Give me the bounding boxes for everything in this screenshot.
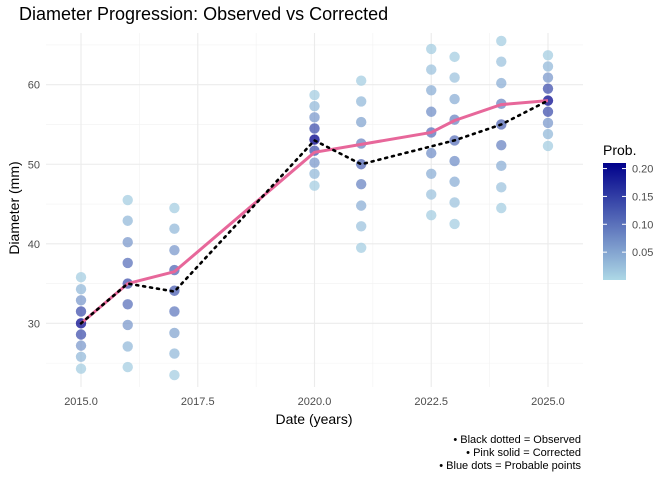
probable-point: [426, 147, 437, 159]
probable-point: [122, 341, 133, 352]
probable-point: [169, 369, 180, 381]
observed-line: [79, 99, 550, 325]
probable-point: [426, 189, 437, 200]
probable-point: [169, 348, 180, 359]
x-tick-label: 2025.0: [531, 396, 565, 408]
probable-point: [426, 43, 437, 55]
probable-point: [75, 329, 87, 340]
y-tick-label: 40: [28, 239, 40, 251]
probable-point: [122, 194, 133, 206]
probable-point: [75, 363, 87, 374]
probable-points: [75, 35, 554, 381]
legend-tick-label: 0.05: [632, 247, 653, 259]
probable-point: [75, 306, 87, 317]
x-tick-label: 2022.5: [414, 396, 448, 408]
probable-point: [542, 72, 554, 83]
probable-point: [542, 83, 554, 94]
probable-point: [169, 306, 180, 317]
probable-point: [542, 128, 554, 140]
x-tick-label: 2020.0: [298, 396, 332, 408]
probable-point: [426, 209, 437, 221]
probable-point: [169, 327, 180, 339]
caption-line: • Blue dots = Probable points: [439, 460, 581, 472]
probable-point: [169, 202, 180, 214]
probable-point: [309, 168, 320, 180]
legend-ticks: 0.05 0.10 0.15 0.20: [603, 164, 653, 259]
probable-point: [542, 140, 554, 152]
probable-point: [496, 160, 507, 172]
legend-colorbar: [603, 163, 626, 280]
probable-point: [496, 139, 507, 151]
caption-notes: • Black dotted = Observed• Pink solid = …: [439, 434, 581, 472]
legend-tick-label: 0.20: [632, 164, 653, 176]
y-axis-ticks: 30 40 50 60: [28, 80, 40, 331]
probable-point: [75, 272, 87, 283]
probable-point: [355, 75, 367, 86]
probable-point: [426, 64, 437, 75]
corrected-line: [80, 99, 549, 325]
color-legend: Prob. 0.05 0.10 0.15 0.20: [603, 142, 653, 280]
probable-point: [355, 221, 367, 232]
probable-point: [75, 295, 87, 306]
probable-point: [426, 106, 437, 117]
probable-point: [169, 223, 180, 234]
probable-point: [75, 340, 87, 351]
probable-point: [355, 178, 367, 190]
probable-point: [426, 85, 437, 96]
probable-point: [496, 182, 507, 193]
caption-line: • Pink solid = Corrected: [466, 447, 581, 459]
probable-point: [122, 361, 133, 373]
x-axis-label: Date (years): [275, 411, 352, 427]
probable-point: [122, 319, 133, 331]
probable-point: [355, 242, 367, 253]
legend-tick-label: 0.10: [632, 219, 653, 231]
probable-point: [449, 93, 460, 105]
probable-point: [542, 50, 554, 61]
y-tick-label: 50: [28, 159, 40, 171]
y-axis-label: Diameter (mm): [6, 161, 22, 254]
probable-point: [542, 117, 554, 129]
probable-point: [75, 283, 87, 295]
probable-point: [122, 237, 133, 248]
probable-point: [496, 77, 507, 89]
chart-title: Diameter Progression: Observed vs Correc…: [19, 4, 388, 24]
probable-point: [355, 116, 367, 128]
probable-point: [309, 100, 320, 112]
probable-point: [542, 106, 554, 117]
probable-point: [309, 123, 320, 134]
probable-point: [449, 51, 460, 63]
probable-point: [355, 200, 367, 211]
probable-point: [122, 299, 133, 310]
probable-point: [355, 96, 367, 107]
y-tick-label: 60: [28, 80, 40, 92]
probable-point: [496, 56, 507, 67]
probable-point: [75, 351, 87, 362]
probable-point: [309, 180, 320, 191]
probable-point: [449, 72, 460, 83]
probable-point: [169, 244, 180, 256]
probable-point: [496, 202, 507, 214]
x-tick-label: 2017.5: [181, 396, 215, 408]
series-lines: [79, 99, 550, 325]
y-tick-label: 30: [28, 318, 40, 330]
probable-point: [496, 35, 507, 47]
probable-point: [122, 215, 133, 226]
probable-point: [309, 89, 320, 101]
legend-title: Prob.: [603, 142, 636, 158]
probable-point: [122, 257, 133, 269]
probable-point: [449, 176, 460, 187]
probable-point: [309, 157, 320, 168]
x-axis-ticks: 2015.0 2017.5 2020.0 2022.5 2025.0: [64, 396, 565, 408]
legend-tick-label: 0.15: [632, 191, 653, 203]
probable-point: [449, 218, 460, 230]
probable-point: [309, 112, 320, 123]
x-tick-label: 2015.0: [64, 396, 98, 408]
probable-point: [449, 155, 460, 167]
probable-point: [449, 197, 460, 208]
probable-point: [542, 61, 554, 72]
probable-point: [426, 168, 437, 180]
caption-line: • Black dotted = Observed: [453, 434, 581, 446]
